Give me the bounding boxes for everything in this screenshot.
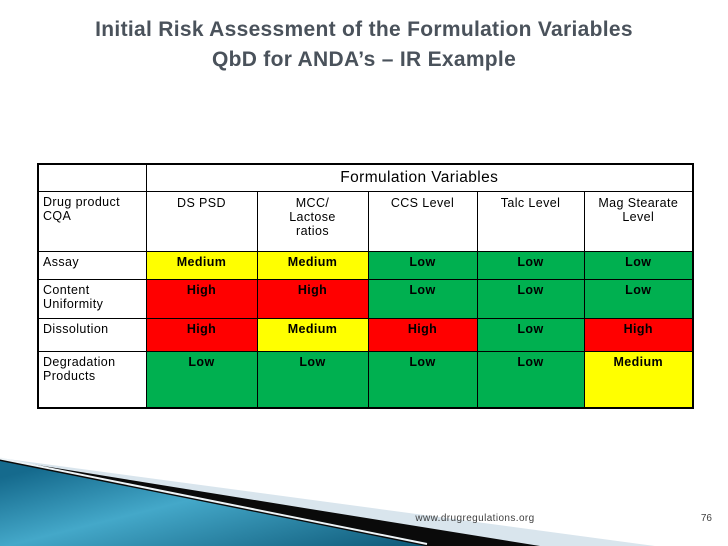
risk-cell: Low: [367, 250, 478, 280]
row-label-content-uniformity: Content Uniformity: [37, 278, 147, 319]
footer-url-link[interactable]: www.drugregulations.org: [415, 513, 535, 524]
corner-empty-cell: [37, 163, 147, 192]
risk-cell: Low: [476, 278, 585, 319]
risk-cell: Low: [145, 350, 258, 409]
risk-cell: Medium: [256, 250, 369, 280]
pale-ribbon: [0, 458, 655, 546]
column-header-ds-psd: DS PSD: [145, 190, 258, 252]
row-label-assay: Assay: [37, 250, 147, 280]
risk-cell: Low: [583, 250, 694, 280]
risk-cell: Low: [476, 317, 585, 352]
risk-cell: High: [145, 317, 258, 352]
teal-ribbon: [0, 461, 425, 546]
risk-cell: Medium: [583, 350, 694, 409]
column-header-mag-stearate: Mag Stearate Level: [583, 190, 694, 252]
column-header-ccs-level: CCS Level: [367, 190, 478, 252]
row-label-dissolution: Dissolution: [37, 317, 147, 352]
risk-assessment-table: Formulation Variables Drug product CQA D…: [37, 163, 695, 409]
risk-cell: High: [256, 278, 369, 319]
table-row-merged-header: Formulation Variables: [37, 163, 694, 192]
corner-header-cell: Drug product CQA: [37, 190, 147, 252]
table-row-assay: Assay Medium Medium Low Low Low: [37, 250, 694, 280]
slide-title-line1: Initial Risk Assessment of the Formulati…: [95, 18, 633, 41]
column-header-mcc-lactose: MCC/ Lactose ratios: [256, 190, 369, 252]
table-row-content-uniformity: Content Uniformity High High Low Low Low: [37, 278, 694, 319]
table-row-column-headers: Drug product CQA DS PSD MCC/ Lactose rat…: [37, 190, 694, 252]
slide-page-number: 76: [700, 513, 712, 524]
risk-cell: High: [367, 317, 478, 352]
risk-cell: Medium: [256, 317, 369, 352]
risk-cell: Medium: [145, 250, 258, 280]
black-ribbon: [0, 459, 540, 546]
risk-cell: Low: [367, 278, 478, 319]
risk-cell: Low: [367, 350, 478, 409]
table-row-dissolution: Dissolution High Medium High Low High: [37, 317, 694, 352]
table-row-degradation-products: Degradation Products Low Low Low Low Med…: [37, 350, 694, 409]
risk-cell: Low: [583, 278, 694, 319]
slide-title: Initial Risk Assessment of the Formulati…: [0, 15, 728, 75]
ribbon-separator-line: [0, 457, 428, 545]
risk-cell: Low: [476, 250, 585, 280]
merged-header-cell: Formulation Variables: [145, 163, 694, 192]
risk-cell: High: [583, 317, 694, 352]
column-header-talc-level: Talc Level: [476, 190, 585, 252]
row-label-degradation-products: Degradation Products: [37, 350, 147, 409]
risk-cell: Low: [476, 350, 585, 409]
risk-cell: Low: [256, 350, 369, 409]
slide-title-line2: QbD for ANDA’s – IR Example: [211, 48, 517, 71]
risk-cell: High: [145, 278, 258, 319]
